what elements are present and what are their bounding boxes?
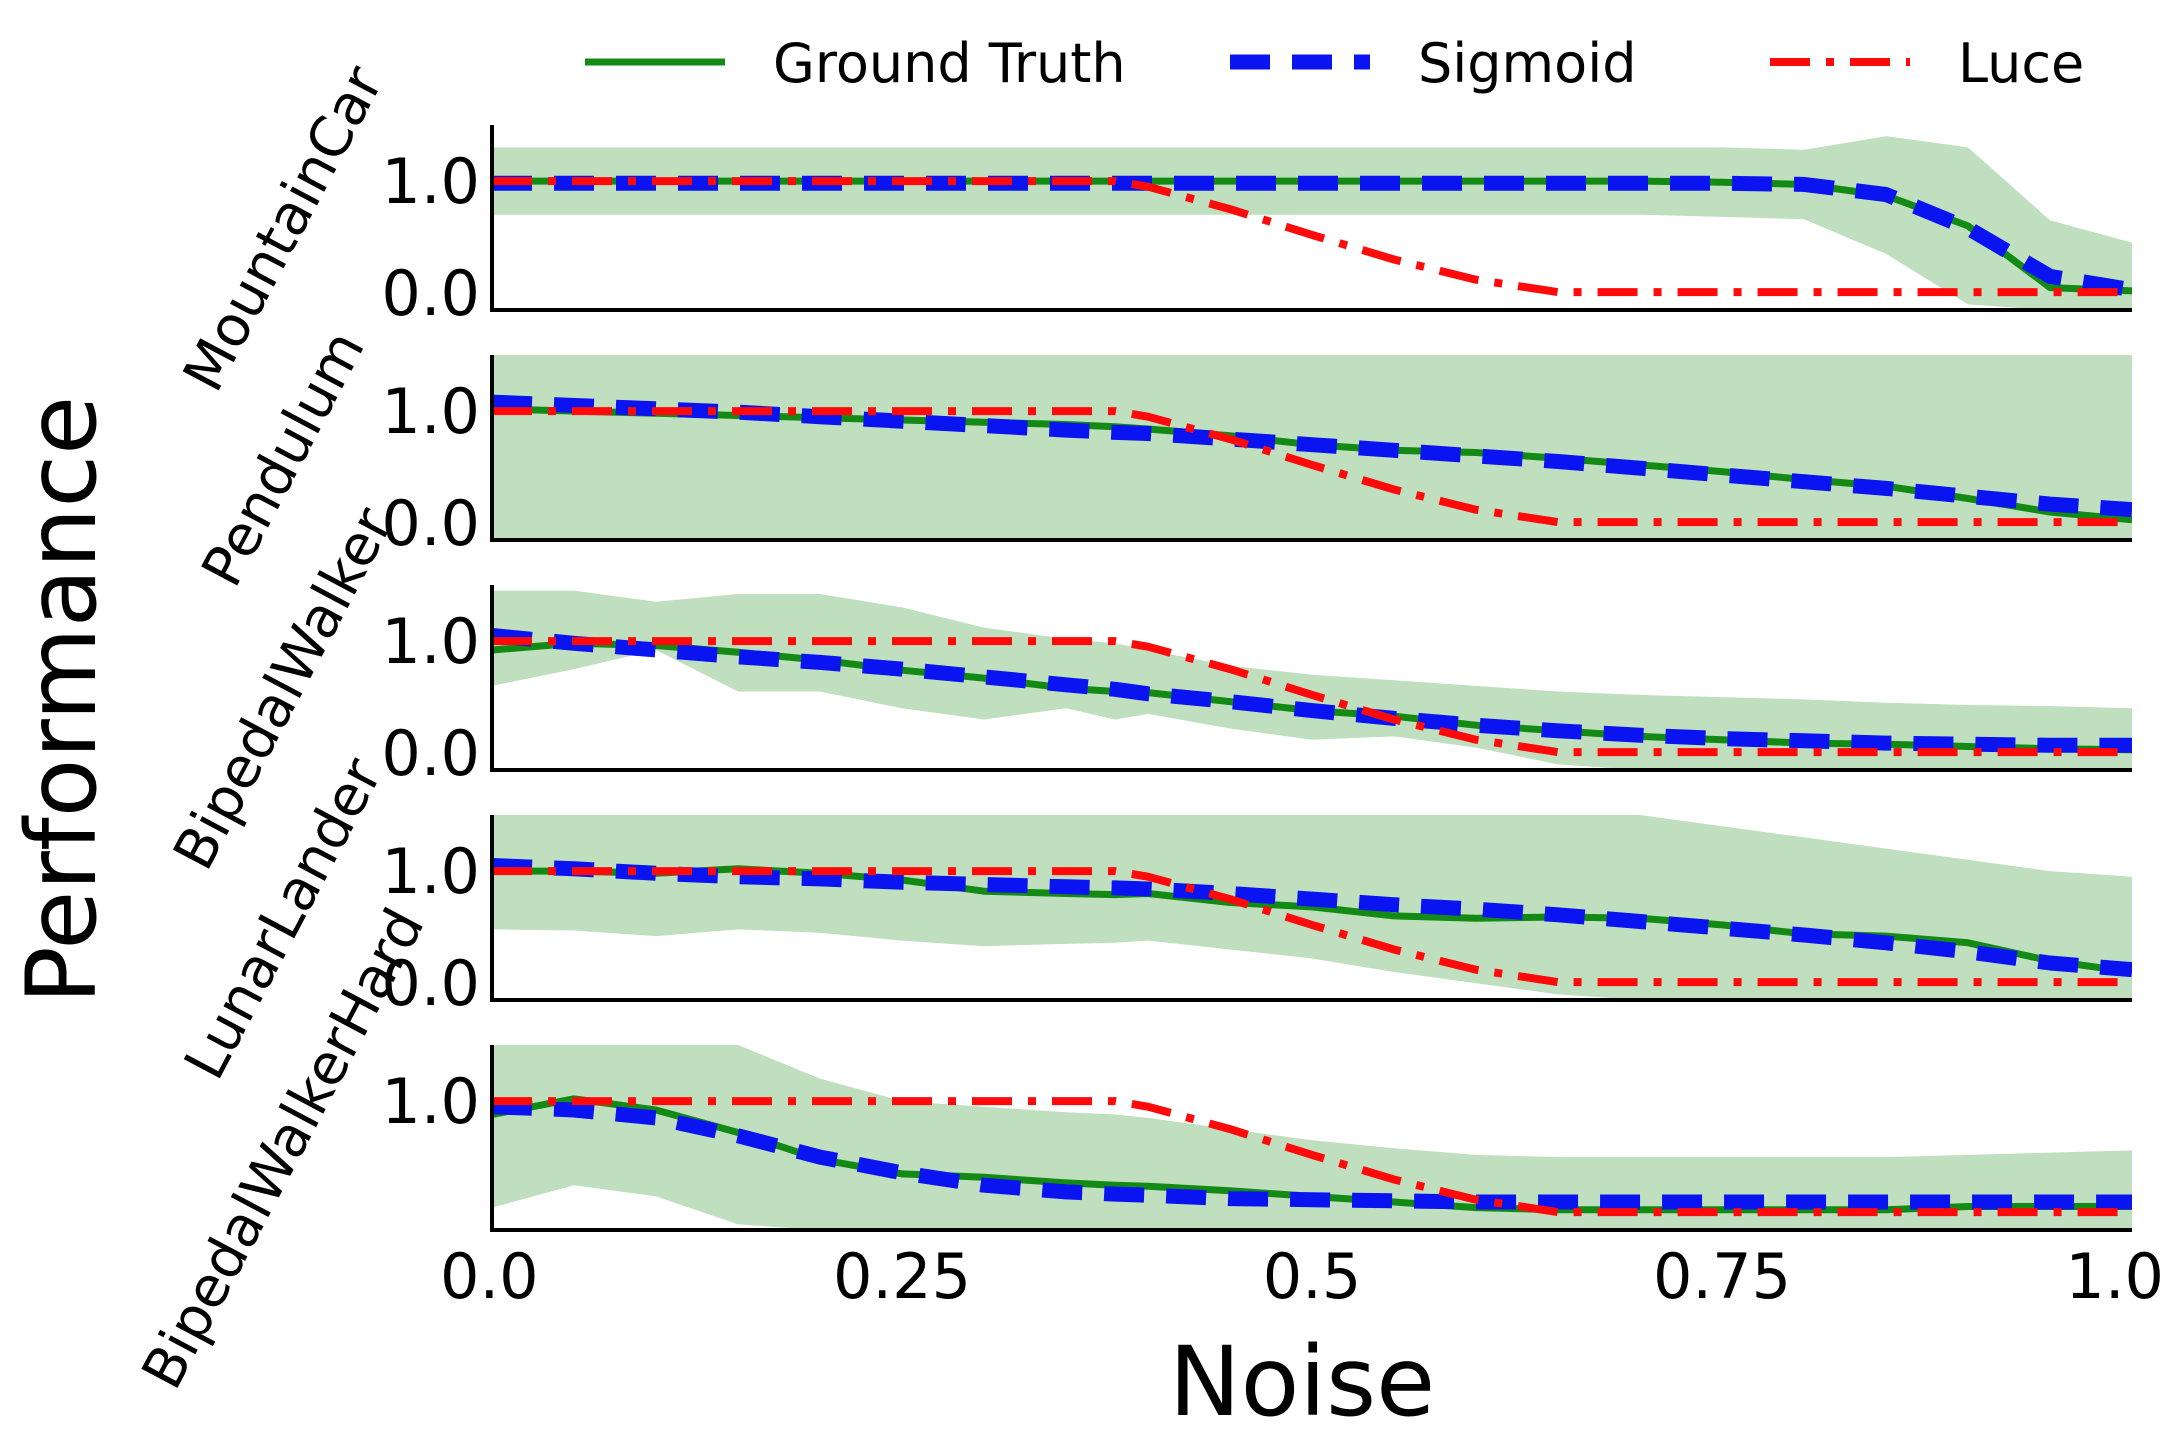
- x-tick-label: 0.0: [440, 1240, 539, 1313]
- series-line-luce: [492, 637, 2132, 757]
- x-tick-label: 0.5: [1263, 1240, 1362, 1313]
- y-tick-label: 1.0: [381, 1065, 480, 1138]
- y-tick-label: 1.0: [381, 605, 480, 678]
- y-tick-label: 0.0: [381, 947, 480, 1020]
- x-tick-label: 0.25: [833, 1240, 971, 1313]
- confidence-band: [492, 136, 2132, 310]
- y-tick-label: 1.0: [381, 145, 480, 218]
- legend-label: Sigmoid: [1418, 32, 1636, 95]
- y-tick-label: 0.0: [381, 487, 480, 560]
- legend-item-ground-truth: Ground Truth: [585, 32, 1126, 95]
- x-tick-label: 0.75: [1653, 1240, 1791, 1313]
- y-tick-label: 0.0: [381, 257, 480, 330]
- series-line-sigmoid: [492, 628, 2132, 753]
- legend-item-luce: Luce: [1770, 32, 2084, 95]
- series-line-luce: [492, 867, 2132, 987]
- y-tick-label: 1.0: [381, 375, 480, 448]
- series-line-luce: [492, 1097, 2132, 1217]
- x-tick-label: 1.0: [2065, 1240, 2164, 1313]
- legend-item-sigmoid: Sigmoid: [1230, 32, 1636, 95]
- x-axis-title: Noise: [1169, 1326, 1435, 1438]
- series-line-luce: [492, 407, 2132, 527]
- y-axis-title: Performance: [6, 396, 118, 1004]
- series-line-sigmoid: [492, 394, 2132, 518]
- confidence-band: [492, 590, 2132, 770]
- series-line-luce: [492, 177, 2132, 297]
- legend-label: Luce: [1958, 32, 2084, 95]
- y-tick-label: 1.0: [381, 835, 480, 908]
- series-line-sigmoid: [492, 858, 2132, 978]
- confidence-band: [492, 1045, 2132, 1230]
- legend-label: Ground Truth: [773, 32, 1126, 95]
- y-tick-label: 0.0: [381, 717, 480, 790]
- series-line-sigmoid: [492, 175, 2132, 298]
